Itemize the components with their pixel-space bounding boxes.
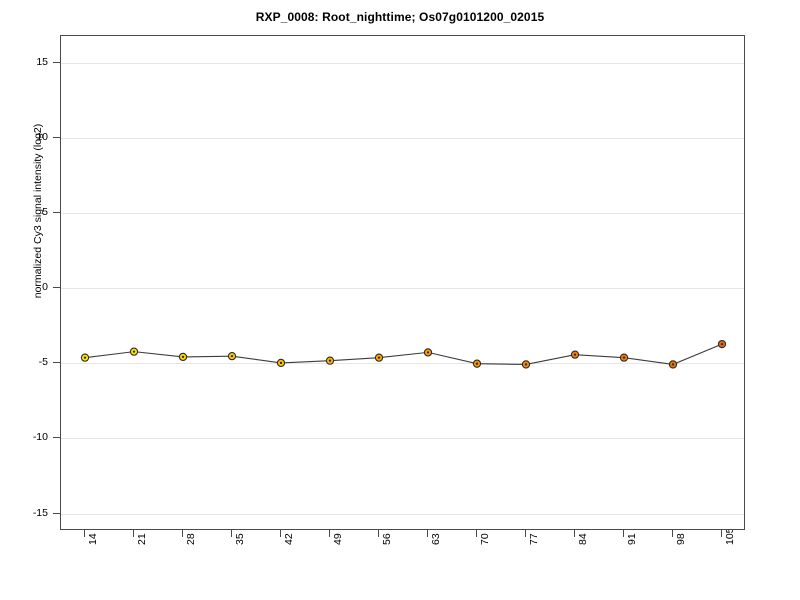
data-point-center [671, 363, 675, 366]
gridline [61, 137, 744, 139]
x-tick-mark [378, 530, 379, 537]
data-point-center [181, 355, 185, 359]
x-tick-mark [84, 530, 85, 537]
y-tick-label: 15 [36, 55, 48, 68]
data-point-center [132, 350, 136, 353]
x-tick-mark [721, 530, 722, 537]
data-point-center [83, 356, 87, 359]
x-tick-mark [427, 530, 428, 537]
data-point-center [524, 363, 528, 366]
x-tick-mark [623, 530, 624, 537]
x-tick-mark [525, 530, 526, 537]
x-tick-mark [231, 530, 232, 537]
y-tick-mark [53, 362, 60, 364]
x-tick-mark [476, 530, 477, 537]
data-point-center [426, 351, 430, 354]
y-tick-label: 5 [42, 205, 48, 218]
gridline [61, 212, 744, 214]
y-tick-mark [53, 512, 60, 514]
data-point-center [377, 356, 381, 359]
data-series [80, 339, 727, 369]
data-point-markers [80, 339, 727, 369]
series-line [84, 343, 723, 365]
data-point-center [573, 353, 577, 356]
x-tick-mark [672, 530, 673, 537]
data-point-center [475, 362, 479, 365]
x-tick-mark [182, 530, 183, 537]
plot-area [60, 35, 745, 530]
x-tick-mark [329, 530, 330, 537]
data-point-center [720, 342, 724, 346]
y-tick-mark [53, 211, 60, 213]
data-point-center [328, 359, 332, 362]
y-tick-mark [53, 287, 60, 288]
chart-title: RXP_0008: Root_nighttime; Os07g0101200_0… [255, 10, 545, 24]
gridline [61, 288, 744, 289]
y-tick-label: -10 [32, 431, 48, 444]
x-tick-mark [574, 530, 575, 537]
x-tick-mark [133, 530, 134, 537]
y-tick-mark [53, 61, 60, 63]
gridline [61, 363, 744, 365]
y-tick-label: 0 [42, 281, 48, 293]
data-point-center [279, 361, 283, 365]
x-tick-mark [280, 530, 281, 537]
data-point-center [230, 355, 234, 358]
gridline [61, 62, 744, 64]
y-tick-label: -5 [38, 356, 48, 369]
y-tick-mark [53, 136, 60, 138]
y-tick-label: 10 [36, 130, 48, 143]
gridline [61, 513, 744, 515]
data-point-center [622, 356, 626, 359]
gridline [61, 438, 744, 440]
y-tick-label: -15 [32, 506, 48, 519]
y-tick-mark [53, 437, 60, 439]
